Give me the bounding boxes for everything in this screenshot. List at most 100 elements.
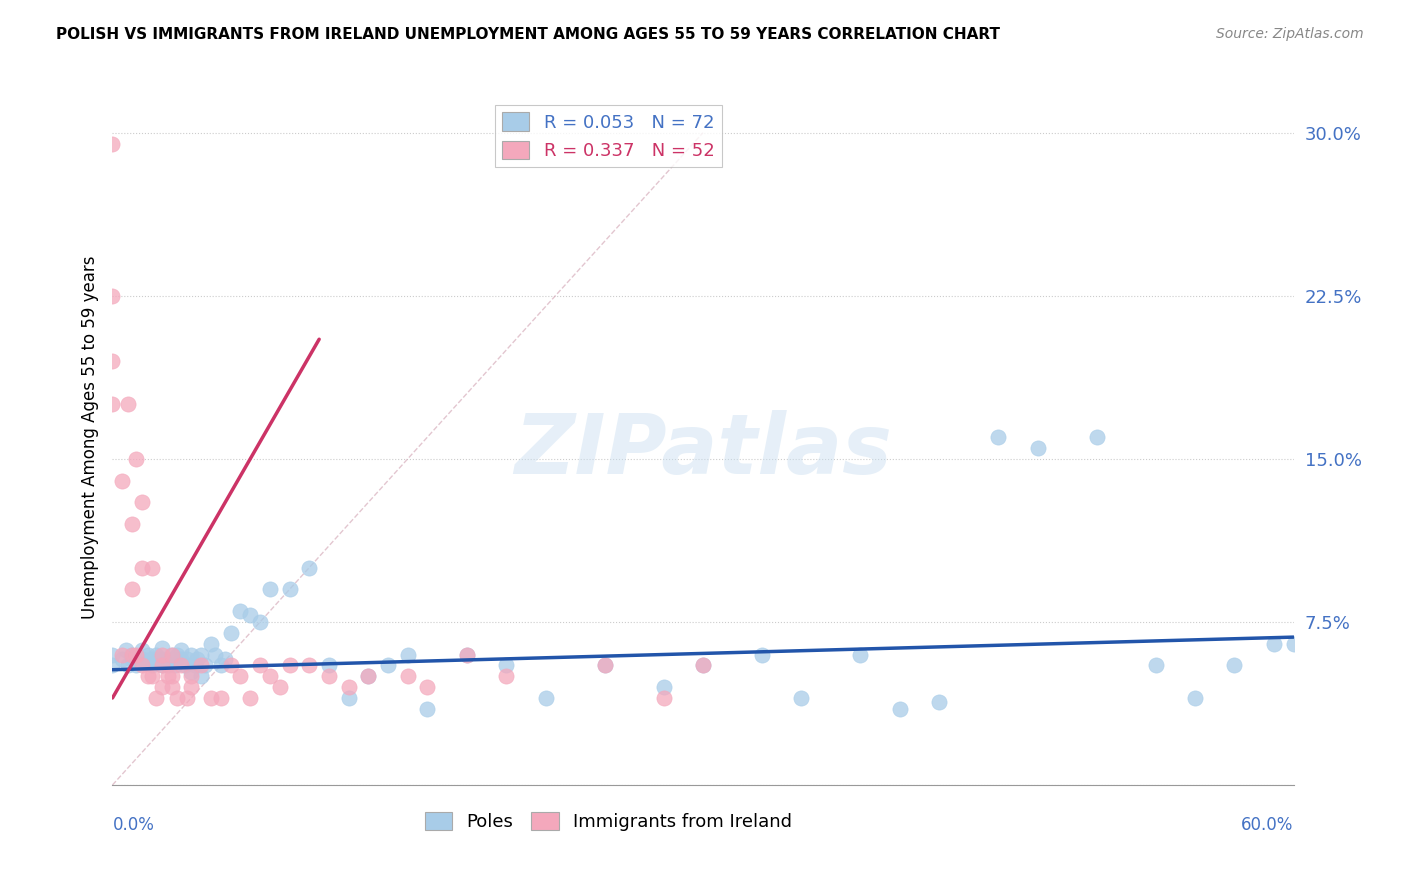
Text: Source: ZipAtlas.com: Source: ZipAtlas.com [1216, 27, 1364, 41]
Point [180, 665, 202, 679]
Point [239, 690, 262, 705]
Point [652, 690, 675, 705]
Point [495, 669, 517, 683]
Point [194, 658, 217, 673]
Point [115, 643, 138, 657]
Point [1282, 637, 1305, 651]
Point [117, 397, 139, 411]
Point [121, 648, 143, 662]
Point [136, 669, 159, 683]
Point [209, 658, 232, 673]
Point [249, 658, 271, 673]
Point [1223, 658, 1246, 673]
Point [269, 680, 291, 694]
Point [146, 652, 169, 666]
Point [337, 680, 360, 694]
Point [495, 658, 517, 673]
Point [692, 658, 714, 673]
Point [229, 669, 252, 683]
Point [190, 669, 212, 683]
Point [156, 669, 179, 683]
Point [135, 657, 157, 671]
Point [101, 658, 124, 673]
Point [101, 354, 124, 368]
Point [318, 658, 340, 673]
Point [101, 289, 124, 303]
Point [174, 658, 197, 673]
Point [1263, 637, 1285, 651]
Point [166, 690, 188, 705]
Point [219, 658, 242, 673]
Point [136, 648, 159, 662]
Point [156, 658, 179, 673]
Point [184, 658, 207, 673]
Point [1026, 441, 1049, 455]
Point [200, 690, 222, 705]
Point [219, 625, 242, 640]
Point [357, 669, 380, 683]
Point [166, 648, 188, 662]
Point [278, 582, 301, 597]
Point [190, 658, 212, 673]
Point [111, 652, 134, 666]
Point [131, 495, 153, 509]
Point [249, 615, 271, 629]
Y-axis label: Unemployment Among Ages 55 to 59 years: Unemployment Among Ages 55 to 59 years [80, 255, 98, 619]
Point [160, 680, 183, 694]
Point [200, 637, 222, 651]
Point [396, 669, 419, 683]
Point [396, 648, 419, 662]
Point [318, 669, 340, 683]
Point [141, 652, 163, 666]
Point [278, 658, 301, 673]
Point [190, 648, 212, 662]
Point [145, 648, 167, 662]
Point [186, 652, 208, 666]
Point [337, 690, 360, 705]
Point [214, 652, 236, 666]
Point [160, 648, 183, 662]
Point [131, 643, 153, 657]
Point [165, 658, 187, 673]
Point [121, 516, 143, 531]
Point [111, 474, 134, 488]
Point [1144, 658, 1167, 673]
Point [229, 604, 252, 618]
Text: 60.0%: 60.0% [1241, 815, 1294, 833]
Point [131, 652, 153, 666]
Point [928, 695, 950, 709]
Point [239, 608, 262, 623]
Point [259, 582, 281, 597]
Point [155, 657, 177, 671]
Point [357, 669, 380, 683]
Point [456, 648, 478, 662]
Point [180, 648, 202, 662]
Point [987, 430, 1010, 444]
Point [141, 560, 163, 574]
Text: 0.0%: 0.0% [112, 815, 155, 833]
Point [889, 702, 911, 716]
Point [101, 397, 124, 411]
Point [298, 658, 321, 673]
Point [160, 648, 183, 662]
Point [849, 648, 872, 662]
Point [692, 658, 714, 673]
Point [101, 136, 124, 151]
Point [416, 680, 439, 694]
Point [377, 658, 399, 673]
Point [150, 680, 173, 694]
Point [170, 658, 193, 673]
Text: POLISH VS IMMIGRANTS FROM IRELAND UNEMPLOYMENT AMONG AGES 55 TO 59 YEARS CORRELA: POLISH VS IMMIGRANTS FROM IRELAND UNEMPL… [56, 27, 1000, 42]
Point [298, 560, 321, 574]
Point [751, 648, 773, 662]
Point [121, 582, 143, 597]
Point [160, 669, 183, 683]
Point [131, 560, 153, 574]
Point [534, 690, 557, 705]
Point [176, 652, 198, 666]
Point [1184, 690, 1206, 705]
Point [150, 658, 173, 673]
Point [593, 658, 616, 673]
Point [131, 658, 153, 673]
Point [180, 669, 202, 683]
